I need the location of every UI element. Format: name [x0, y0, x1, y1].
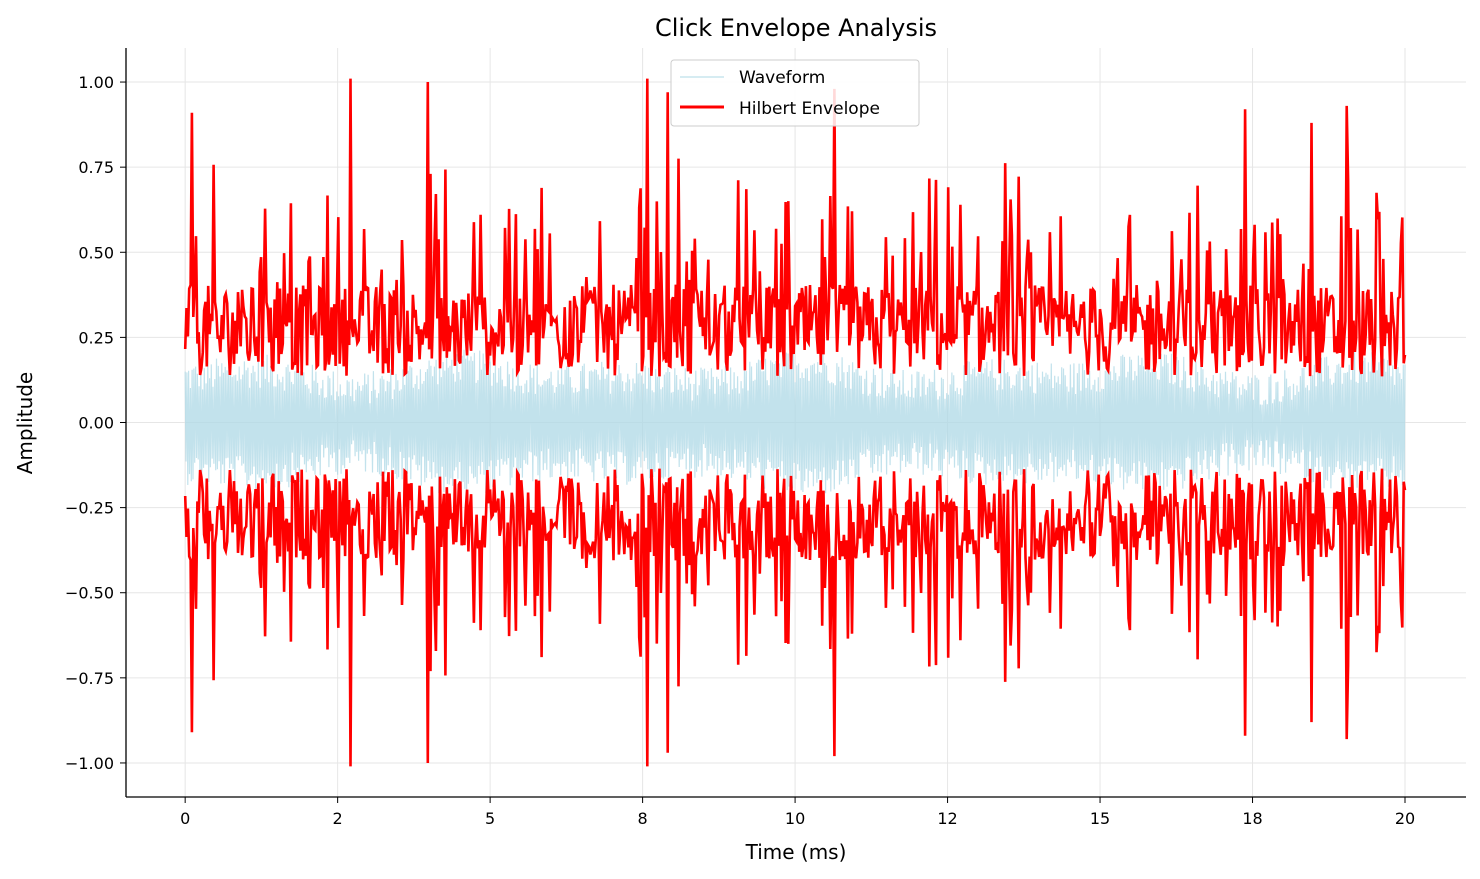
y-tick-label: 0.25 [78, 328, 114, 347]
x-tick-label: 10 [785, 809, 805, 828]
x-tick-label: 5 [485, 809, 495, 828]
x-tick-label: 2 [333, 809, 343, 828]
y-tick-label: 0.75 [78, 158, 114, 177]
legend-label-waveform: Waveform [739, 68, 825, 88]
y-tick-label: −1.00 [65, 754, 114, 773]
x-tick-label: 12 [937, 809, 957, 828]
waveform-series [184, 349, 1406, 496]
x-tick-label: 20 [1395, 809, 1415, 828]
x-tick-label: 18 [1242, 809, 1262, 828]
y-axis-title: Amplitude [13, 372, 37, 475]
x-axis-title: Time (ms) [745, 840, 847, 864]
plot-area [183, 78, 1407, 767]
y-tick-label: 1.00 [78, 73, 114, 92]
envelope-lower-series [183, 467, 1407, 767]
legend-label-envelope: Hilbert Envelope [739, 99, 880, 119]
y-tick-label: −0.50 [65, 584, 114, 603]
ticks: 0 2 5 8 10 12 15 18 20 1.00 0.75 0.50 0.25 0.00 −0.25 −… [65, 73, 1415, 828]
legend-box [670, 59, 920, 127]
chart-title: Click Envelope Analysis [655, 14, 937, 42]
y-tick-label: −0.25 [65, 499, 114, 518]
legend: Waveform Hilbert Envelope [670, 59, 920, 127]
y-tick-label: −0.75 [65, 669, 114, 688]
x-tick-label: 15 [1090, 809, 1110, 828]
x-tick-label: 8 [638, 809, 648, 828]
y-tick-label: 0.50 [78, 243, 114, 262]
envelope-upper-series [183, 78, 1407, 378]
x-tick-label: 0 [180, 809, 190, 828]
y-tick-label: 0.00 [78, 414, 114, 433]
